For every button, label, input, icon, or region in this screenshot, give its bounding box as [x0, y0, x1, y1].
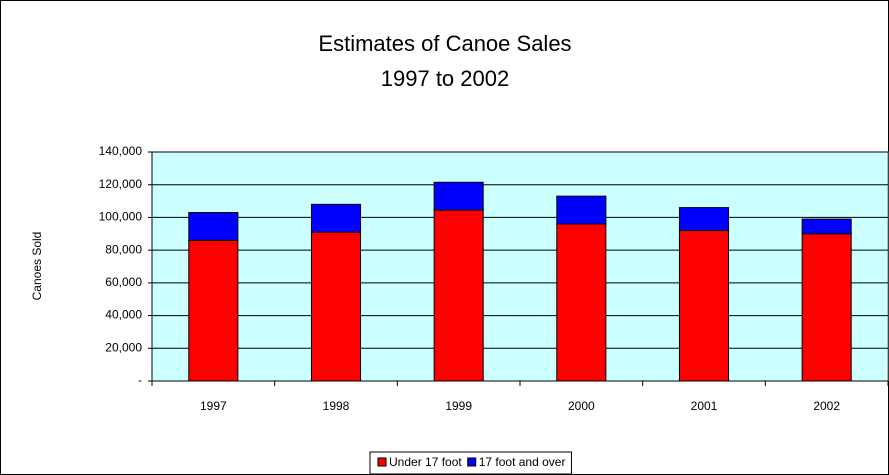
legend-swatch	[467, 457, 477, 467]
y-tick-label: -	[138, 373, 142, 387]
bar-segment	[188, 212, 239, 241]
plot-area	[151, 151, 889, 382]
legend-swatch	[377, 457, 387, 467]
x-tick-label: 2000	[568, 399, 595, 413]
bar-segment	[801, 218, 852, 235]
bar-segment	[310, 203, 362, 233]
bar-segment	[556, 195, 607, 225]
bar-segment	[801, 233, 852, 382]
bar-segment	[433, 209, 484, 382]
y-tick-label: 60,000	[105, 275, 142, 289]
y-tick-label: 80,000	[105, 242, 142, 256]
legend-label: Under 17 foot	[389, 455, 462, 469]
y-tick-label: 140,000	[99, 144, 143, 158]
chart-title: Estimates of Canoe Sales	[318, 31, 571, 56]
x-tick-label: 2001	[691, 399, 718, 413]
bar-segment	[678, 207, 730, 232]
y-tick-label: 100,000	[99, 210, 143, 224]
x-tick-label: 1997	[200, 399, 227, 413]
y-tick-label: 20,000	[105, 340, 142, 354]
x-tick-label: 1999	[445, 399, 472, 413]
bar-segment	[310, 231, 362, 382]
y-tick-label: 120,000	[99, 177, 143, 191]
chart-subtitle: 1997 to 2002	[381, 66, 509, 91]
bar-segment	[433, 181, 484, 211]
legend: Under 17 foot 17 foot and over	[369, 451, 572, 475]
legend-label: 17 foot and over	[479, 455, 566, 469]
x-tick-label: 2002	[813, 399, 840, 413]
bar-segment	[556, 223, 607, 382]
bar-segment	[188, 239, 239, 382]
y-tick-label: 40,000	[105, 308, 142, 322]
y-axis-label: Canoes Sold	[30, 232, 44, 301]
x-tick-label: 1998	[323, 399, 350, 413]
bar-segment	[678, 230, 730, 382]
